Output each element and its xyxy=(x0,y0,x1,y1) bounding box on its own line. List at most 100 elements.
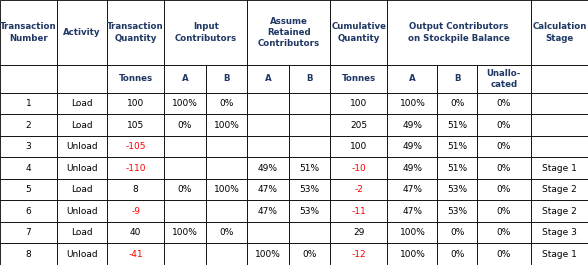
Bar xyxy=(164,244,206,265)
Bar xyxy=(289,93,330,114)
Text: 49%: 49% xyxy=(402,121,422,130)
Bar xyxy=(330,222,387,244)
Text: Cumulative
Quantity: Cumulative Quantity xyxy=(332,23,386,42)
Bar xyxy=(437,157,477,179)
Bar xyxy=(57,136,107,157)
Bar xyxy=(289,244,330,265)
Bar xyxy=(437,136,477,157)
Text: Load: Load xyxy=(71,228,93,237)
Text: 0%: 0% xyxy=(450,250,465,259)
Bar xyxy=(477,222,531,244)
Bar xyxy=(387,65,437,93)
Text: 53%: 53% xyxy=(299,185,320,194)
Bar xyxy=(330,244,387,265)
Text: 47%: 47% xyxy=(402,207,422,216)
Text: 47%: 47% xyxy=(258,207,278,216)
Bar xyxy=(387,136,437,157)
Bar xyxy=(330,65,387,93)
Text: 100%: 100% xyxy=(399,250,425,259)
Text: 0%: 0% xyxy=(450,228,465,237)
Bar xyxy=(437,179,477,200)
Bar xyxy=(164,65,206,93)
Text: Stage 1: Stage 1 xyxy=(542,250,577,259)
Text: 0%: 0% xyxy=(497,185,511,194)
Text: 6: 6 xyxy=(26,207,31,216)
Bar xyxy=(206,93,247,114)
Bar xyxy=(107,179,164,200)
Bar xyxy=(164,0,247,65)
Text: Tonnes: Tonnes xyxy=(342,74,376,83)
Text: 100: 100 xyxy=(350,99,368,108)
Text: B: B xyxy=(306,74,313,83)
Bar xyxy=(247,244,289,265)
Bar xyxy=(289,157,330,179)
Bar xyxy=(107,222,164,244)
Bar xyxy=(330,157,387,179)
Bar xyxy=(531,136,588,157)
Bar xyxy=(387,200,437,222)
Text: 7: 7 xyxy=(26,228,31,237)
Bar xyxy=(289,65,330,93)
Bar xyxy=(531,244,588,265)
Bar xyxy=(206,65,247,93)
Text: Unallo-
cated: Unallo- cated xyxy=(487,69,521,89)
Text: 0%: 0% xyxy=(178,121,192,130)
Bar xyxy=(387,0,531,65)
Bar xyxy=(247,136,289,157)
Text: B: B xyxy=(454,74,460,83)
Text: Stage 2: Stage 2 xyxy=(542,207,577,216)
Bar xyxy=(107,93,164,114)
Bar xyxy=(0,157,57,179)
Text: 4: 4 xyxy=(26,164,31,173)
Text: -2: -2 xyxy=(355,185,363,194)
Text: 0%: 0% xyxy=(497,142,511,151)
Text: 40: 40 xyxy=(130,228,141,237)
Bar xyxy=(289,222,330,244)
Text: Tonnes: Tonnes xyxy=(119,74,153,83)
Bar xyxy=(330,179,387,200)
Bar xyxy=(477,136,531,157)
Bar xyxy=(57,114,107,136)
Bar xyxy=(247,200,289,222)
Bar xyxy=(531,93,588,114)
Text: 100%: 100% xyxy=(399,228,425,237)
Text: 29: 29 xyxy=(353,228,365,237)
Bar xyxy=(107,157,164,179)
Text: A: A xyxy=(409,74,416,83)
Text: -41: -41 xyxy=(128,250,143,259)
Text: 100%: 100% xyxy=(399,99,425,108)
Bar xyxy=(330,0,387,65)
Bar xyxy=(164,136,206,157)
Text: Load: Load xyxy=(71,185,93,194)
Bar xyxy=(531,222,588,244)
Bar xyxy=(206,114,247,136)
Text: 51%: 51% xyxy=(447,121,467,130)
Bar xyxy=(164,222,206,244)
Bar xyxy=(57,179,107,200)
Bar xyxy=(437,222,477,244)
Text: 53%: 53% xyxy=(299,207,320,216)
Text: 205: 205 xyxy=(350,121,368,130)
Bar xyxy=(206,136,247,157)
Bar xyxy=(206,179,247,200)
Text: 100%: 100% xyxy=(255,250,281,259)
Bar xyxy=(387,114,437,136)
Bar xyxy=(531,114,588,136)
Bar xyxy=(0,222,57,244)
Text: 105: 105 xyxy=(127,121,144,130)
Bar xyxy=(330,93,387,114)
Text: 49%: 49% xyxy=(402,142,422,151)
Bar xyxy=(107,200,164,222)
Text: 51%: 51% xyxy=(299,164,320,173)
Bar xyxy=(0,200,57,222)
Bar xyxy=(387,93,437,114)
Text: 51%: 51% xyxy=(447,164,467,173)
Bar xyxy=(289,114,330,136)
Bar xyxy=(289,200,330,222)
Bar xyxy=(477,200,531,222)
Bar xyxy=(247,65,289,93)
Text: 53%: 53% xyxy=(447,207,467,216)
Text: 47%: 47% xyxy=(402,185,422,194)
Text: -10: -10 xyxy=(352,164,366,173)
Text: 49%: 49% xyxy=(402,164,422,173)
